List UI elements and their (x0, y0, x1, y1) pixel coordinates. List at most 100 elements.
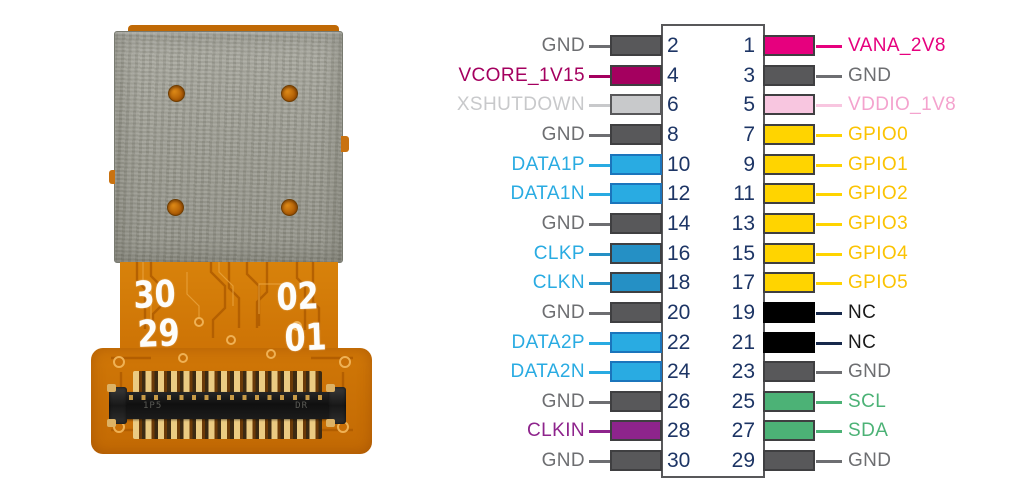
pin-box-right (763, 183, 815, 205)
pin-row: CLKIN 28 27 SDA (430, 417, 1010, 445)
shield-hole (281, 85, 298, 102)
pin-label-right: GND (848, 64, 892, 86)
pin-number-right: 25 (731, 389, 755, 413)
pin-number-left: 16 (667, 241, 691, 265)
pin-box-left (610, 183, 662, 205)
pin-lead-line-left (589, 104, 614, 108)
pin-lead-line-left (589, 222, 614, 226)
pin-label-left: CLKN (532, 272, 585, 294)
pin-number-right: 23 (731, 360, 755, 384)
pin-row: GND 2 1 VANA_2V8 (430, 32, 1010, 60)
pin-lead-line-left (589, 371, 614, 375)
connector-body: 1P5 DR (121, 392, 334, 419)
pin-box-left (610, 242, 662, 264)
pin-box-right (763, 123, 815, 145)
pin-box-left (610, 94, 662, 116)
pin-number-left: 24 (667, 360, 691, 384)
pin-box-left (610, 272, 662, 294)
connector-outline-box (661, 24, 765, 478)
pin-lead-line-right (816, 460, 842, 464)
pin-label-left: DATA1P (511, 153, 585, 175)
pin-number-right: 27 (731, 419, 755, 443)
pin-label-right: GPIO4 (848, 242, 909, 264)
pin-lead-line-left (589, 460, 614, 464)
pin-number-left: 14 (667, 211, 691, 235)
pin-box-left (610, 212, 662, 234)
flex-side-tab (341, 136, 349, 152)
pin-box-left (610, 390, 662, 412)
pin-number-right: 1 (743, 34, 755, 57)
connector-pins-bottom (133, 415, 322, 439)
connector-mark-left: 1P5 (143, 401, 163, 411)
pin-number-right: 17 (731, 271, 755, 295)
pin-lead-line-right (816, 282, 842, 286)
pin-lead-line-right (816, 341, 842, 345)
pin-box-left (610, 331, 662, 353)
pin-row: GND 26 25 SCL (430, 388, 1010, 416)
pin-lead-line-right (816, 222, 842, 226)
pin-row: GND 8 7 GPIO0 (430, 121, 1010, 149)
pin-box-left (610, 153, 662, 175)
pin-box-left (610, 35, 662, 56)
pin-number-left: 8 (667, 122, 679, 146)
pin-box-right (763, 390, 815, 412)
pin-label-right: GPIO5 (848, 272, 909, 294)
pin-number-right: 5 (743, 93, 755, 117)
pin-label-right: GPIO0 (848, 123, 909, 145)
pin-number-left: 30 (667, 449, 691, 473)
pin-label-right: SDA (848, 420, 889, 442)
pin-number-right: 19 (731, 300, 755, 324)
pin-box-right (763, 64, 815, 86)
pin-box-left (610, 301, 662, 323)
pin-label-left: GND (541, 390, 585, 412)
pin-lead-line-right (816, 193, 842, 197)
pin-lead-line-right (816, 133, 842, 137)
connector-endcap-left (107, 384, 127, 427)
pin-label-right: NC (848, 301, 877, 323)
pin-row: GND 20 19 NC (430, 299, 1010, 327)
pin-box-left (610, 361, 662, 383)
pin-number-right: 9 (743, 152, 755, 176)
pin-lead-line-right (816, 45, 842, 48)
pin-label-left: GND (541, 301, 585, 323)
pin-label-right: GPIO2 (848, 183, 909, 205)
pin-label-right: SCL (848, 390, 887, 412)
pin-label-left: DATA1N (510, 183, 585, 205)
pin-box-left (610, 420, 662, 442)
pin-label-right: NC (848, 331, 877, 353)
pin-lead-line-left (589, 282, 614, 286)
pin-lead-line-right (816, 311, 842, 315)
pin-box-right (763, 272, 815, 294)
pin-number-left: 6 (667, 93, 679, 117)
pin-number-right: 29 (731, 449, 755, 473)
pin-row: GND 30 29 GND (430, 447, 1010, 475)
pin-lead-line-right (816, 163, 842, 167)
pin-lead-line-left (589, 163, 614, 167)
pin-label-left: GND (541, 123, 585, 145)
pin-lead-line-right (816, 400, 842, 404)
pin-number-left: 10 (667, 152, 691, 176)
shield-hole (168, 85, 185, 102)
pin-label-right: GPIO1 (848, 153, 909, 175)
pin-label-left: DATA2P (511, 331, 585, 353)
pin-number-right: 15 (731, 241, 755, 265)
pin-row: VCORE_1V15 4 3 GND (430, 62, 1010, 90)
pin-lead-line-right (816, 430, 842, 434)
pin-row: DATA1N 12 11 GPIO2 (430, 180, 1010, 208)
pin-box-right (763, 301, 815, 323)
pin-label-left: GND (541, 450, 585, 472)
connector-endcap-right (326, 384, 346, 427)
pin-number-right: 3 (743, 63, 755, 87)
pin-box-right (763, 212, 815, 234)
pin-box-left (610, 64, 662, 86)
shield-hole (167, 199, 184, 216)
pin-box-right (763, 450, 815, 472)
pin-label-right: GPIO3 (848, 212, 909, 234)
pin-number-left: 4 (667, 63, 679, 87)
pin-number-right: 11 (733, 182, 755, 206)
pin-lead-line-left (589, 430, 614, 434)
pin-number-left: 22 (667, 330, 691, 354)
pin-number-left: 12 (667, 182, 691, 206)
pin-box-left (610, 450, 662, 472)
